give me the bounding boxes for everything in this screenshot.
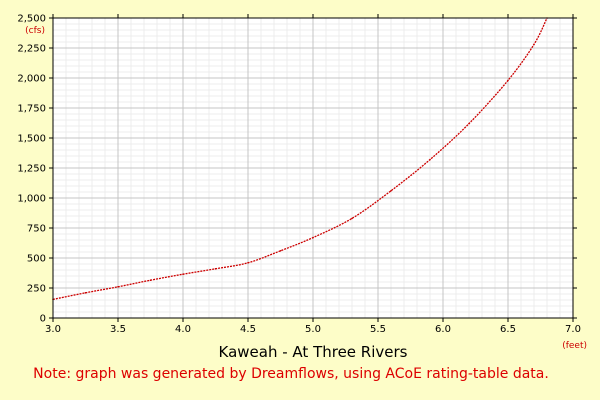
x-tick-label: 3.5: [110, 324, 126, 335]
data-point: [429, 158, 431, 161]
data-point: [117, 286, 119, 288]
y-tick-label: 1,250: [17, 164, 46, 175]
axis-ticks: [49, 14, 577, 322]
x-axis-tick-labels: 3.0 3.5 4.0 4.5 5.0 5.5 6.0 6.5 7.0: [45, 324, 581, 335]
y-tick-label: 2,000: [17, 74, 46, 85]
data-point: [279, 250, 282, 252]
data-point: [84, 292, 87, 294]
chart-note: Note: graph was generated by Dreamflows,…: [33, 366, 549, 382]
x-tick-label: 4.5: [240, 324, 256, 335]
y-axis-unit-label: (cfs): [25, 26, 45, 36]
y-tick-label: 1,000: [17, 194, 46, 205]
y-tick-label: 750: [27, 224, 46, 235]
y-tick-label: 2,250: [17, 44, 46, 55]
data-point: [149, 279, 152, 282]
y-tick-label: 2,500: [17, 14, 46, 25]
data-point: [468, 122, 470, 125]
y-axis-tick-labels: 0 250 500 750 1,000 1,250 1,500 1,750 2,000 2,250…: [17, 14, 46, 325]
x-tick-label: 6.5: [500, 324, 516, 335]
y-tick-label: 1,750: [17, 104, 46, 115]
x-tick-label: 3.0: [45, 324, 61, 335]
y-tick-label: 250: [27, 284, 46, 295]
data-point: [351, 217, 353, 220]
data-point: [507, 79, 509, 82]
chart-title: Kaweah - At Three Rivers: [219, 343, 408, 361]
x-tick-label: 4.0: [175, 324, 191, 335]
x-tick-label: 5.0: [305, 324, 321, 335]
data-point: [533, 43, 535, 46]
y-tick-label: 1,500: [17, 134, 46, 145]
data-point: [312, 236, 314, 239]
data-point: [390, 190, 392, 192]
y-tick-label: 0: [40, 314, 46, 325]
data-point: [247, 262, 249, 264]
y-tick-label: 500: [27, 254, 46, 265]
rating-curve-line: [52, 17, 548, 301]
data-point: [214, 268, 217, 270]
x-tick-label: 7.0: [565, 324, 581, 335]
x-tick-label: 6.0: [435, 324, 451, 335]
x-tick-label: 5.5: [370, 324, 386, 335]
x-axis-unit-label: (feet): [562, 341, 587, 351]
data-point: [182, 273, 184, 276]
